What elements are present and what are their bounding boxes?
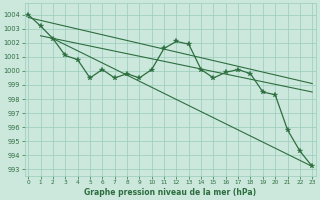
X-axis label: Graphe pression niveau de la mer (hPa): Graphe pression niveau de la mer (hPa) [84,188,256,197]
